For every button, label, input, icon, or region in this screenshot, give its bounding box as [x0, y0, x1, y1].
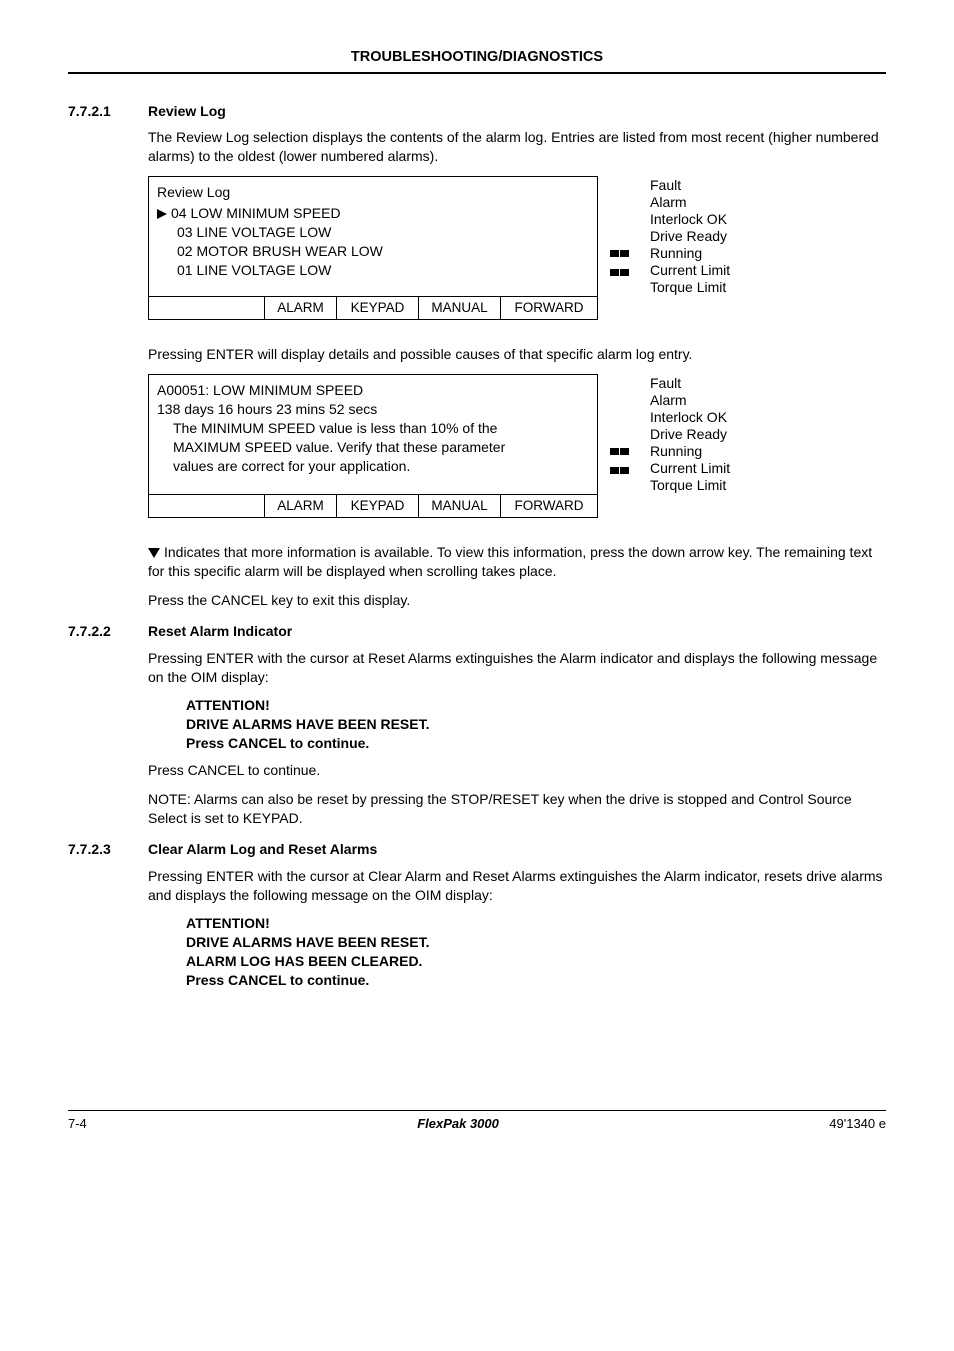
panel-2-body: The MINIMUM SPEED value is less than 10%…: [173, 419, 533, 476]
msg-line: DRIVE ALARMS HAVE BEEN RESET.: [186, 933, 886, 952]
down-arrow-icon: [148, 548, 160, 558]
status-label: Interlock OK: [650, 211, 730, 228]
status-cell-keypad: KEYPAD: [337, 297, 419, 319]
section-2-number: 7.7.2.2: [68, 622, 148, 641]
status-label: Fault: [650, 177, 730, 194]
status-label: Current Limit: [650, 262, 730, 279]
cursor-arrow-icon: [157, 209, 167, 219]
indicator-box-icon: [620, 467, 629, 474]
status-label: Current Limit: [650, 460, 730, 477]
msg-line: ATTENTION!: [186, 696, 886, 715]
panel-1-title: Review Log: [157, 183, 589, 202]
section-3-intro: Pressing ENTER with the cursor at Clear …: [148, 867, 886, 905]
section-3-msg: ATTENTION! DRIVE ALARMS HAVE BEEN RESET.…: [186, 914, 886, 990]
indicator-box-icon: [620, 250, 629, 257]
status-label: Running: [650, 245, 730, 262]
status-label: Interlock OK: [650, 409, 730, 426]
indicator-box-icon: [610, 467, 619, 474]
section-1-title: Review Log: [148, 102, 226, 121]
section-1-intro: The Review Log selection displays the co…: [148, 128, 886, 166]
section-3-heading: 7.7.2.3 Clear Alarm Log and Reset Alarms: [68, 840, 886, 859]
status-cell-keypad: KEYPAD: [337, 495, 419, 517]
indicator-box-icon: [610, 448, 619, 455]
msg-line: DRIVE ALARMS HAVE BEEN RESET.: [186, 715, 886, 734]
indicator-box-icon: [620, 448, 629, 455]
msg-line: Press CANCEL to continue.: [186, 734, 886, 753]
panel-1-labels: Fault Alarm Interlock OK Drive Ready Run…: [650, 176, 730, 296]
section-2-msg: ATTENTION! DRIVE ALARMS HAVE BEEN RESET.…: [186, 696, 886, 753]
section-1-after2: Indicates that more information is avail…: [148, 543, 886, 581]
section-1-after1: Pressing ENTER will display details and …: [148, 345, 886, 364]
panel-2-status-row: ALARM KEYPAD MANUAL FORWARD: [149, 495, 597, 517]
status-label: Drive Ready: [650, 426, 730, 443]
panel-1-line-1: 03 LINE VOLTAGE LOW: [177, 223, 589, 242]
section-3-number: 7.7.2.3: [68, 840, 148, 859]
footer-left: 7-4: [68, 1115, 87, 1133]
panel-2-line2: 138 days 16 hours 23 mins 52 secs: [157, 400, 589, 419]
section-2-title: Reset Alarm Indicator: [148, 622, 292, 641]
footer-right: 49'1340 e: [829, 1115, 886, 1133]
section-3-title: Clear Alarm Log and Reset Alarms: [148, 840, 377, 859]
page-header: TROUBLESHOOTING/DIAGNOSTICS: [68, 48, 886, 74]
panel-1-wrap: Review Log 04 LOW MINIMUM SPEED 03 LINE …: [148, 176, 886, 337]
panel-1-line-0: 04 LOW MINIMUM SPEED: [171, 205, 341, 221]
status-label: Torque Limit: [650, 279, 730, 296]
panel-1-indicators: [610, 176, 638, 337]
status-cell-manual: MANUAL: [419, 495, 501, 517]
status-label: Alarm: [650, 194, 730, 211]
panel-2-indicators: [610, 374, 638, 535]
section-1-heading: 7.7.2.1 Review Log: [68, 102, 886, 121]
indicator-box-icon: [620, 269, 629, 276]
panel-1: Review Log 04 LOW MINIMUM SPEED 03 LINE …: [148, 176, 598, 320]
footer-mid: FlexPak 3000: [417, 1115, 499, 1133]
panel-2-labels: Fault Alarm Interlock OK Drive Ready Run…: [650, 374, 730, 494]
status-cell-alarm: ALARM: [265, 495, 337, 517]
panel-2-line1: A00051: LOW MINIMUM SPEED: [157, 381, 589, 400]
panel-1-status-row: ALARM KEYPAD MANUAL FORWARD: [149, 297, 597, 319]
panel-2: A00051: LOW MINIMUM SPEED 138 days 16 ho…: [148, 374, 598, 518]
section-1-after2-text: Indicates that more information is avail…: [148, 544, 872, 579]
msg-line: Press CANCEL to continue.: [186, 971, 886, 990]
section-2-intro: Pressing ENTER with the cursor at Reset …: [148, 649, 886, 687]
status-cell-blank: [149, 495, 265, 517]
section-2-p2: Press CANCEL to continue.: [148, 761, 886, 780]
panel-1-line-2: 02 MOTOR BRUSH WEAR LOW: [177, 242, 589, 261]
indicator-box-icon: [610, 250, 619, 257]
panel-2-wrap: A00051: LOW MINIMUM SPEED 138 days 16 ho…: [148, 374, 886, 535]
section-1-after3: Press the CANCEL key to exit this displa…: [148, 591, 886, 610]
status-label: Running: [650, 443, 730, 460]
msg-line: ATTENTION!: [186, 914, 886, 933]
indicator-box-icon: [610, 269, 619, 276]
status-label: Fault: [650, 375, 730, 392]
status-cell-forward: FORWARD: [501, 297, 597, 319]
status-label: Alarm: [650, 392, 730, 409]
section-2-heading: 7.7.2.2 Reset Alarm Indicator: [68, 622, 886, 641]
panel-1-line-3: 01 LINE VOLTAGE LOW: [177, 261, 589, 280]
status-cell-manual: MANUAL: [419, 297, 501, 319]
page-footer: 7-4 FlexPak 3000 49'1340 e: [68, 1110, 886, 1133]
section-2-p3: NOTE: Alarms can also be reset by pressi…: [148, 790, 886, 828]
status-label: Drive Ready: [650, 228, 730, 245]
section-1-number: 7.7.2.1: [68, 102, 148, 121]
status-label: Torque Limit: [650, 477, 730, 494]
status-cell-blank: [149, 297, 265, 319]
status-cell-alarm: ALARM: [265, 297, 337, 319]
status-cell-forward: FORWARD: [501, 495, 597, 517]
msg-line: ALARM LOG HAS BEEN CLEARED.: [186, 952, 886, 971]
